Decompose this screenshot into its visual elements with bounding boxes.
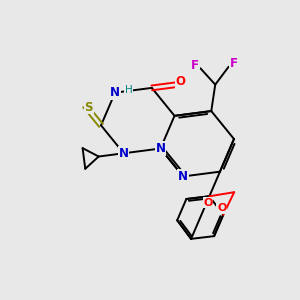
Text: O: O — [217, 203, 226, 213]
Text: O: O — [203, 198, 213, 208]
Text: F: F — [230, 57, 238, 70]
Text: F: F — [191, 59, 199, 72]
Text: H: H — [124, 85, 132, 95]
Text: S: S — [84, 101, 93, 114]
Text: O: O — [176, 75, 185, 88]
Text: N: N — [110, 86, 120, 99]
Text: N: N — [155, 142, 166, 155]
Text: N: N — [178, 170, 188, 183]
Text: N: N — [119, 147, 129, 160]
